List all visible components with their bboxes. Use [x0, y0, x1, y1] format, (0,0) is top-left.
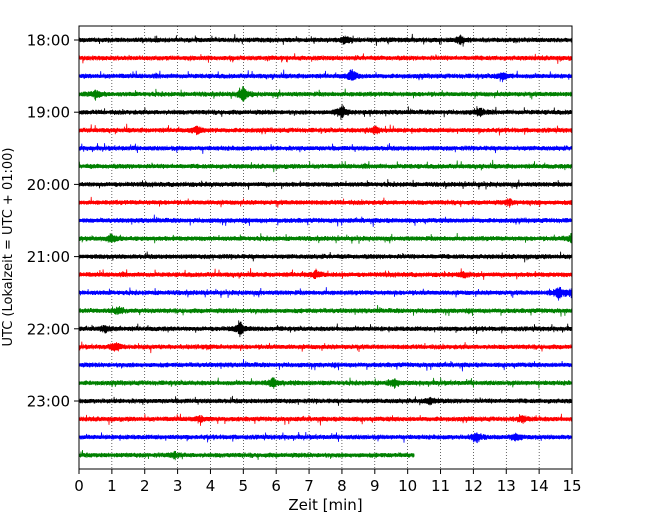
y-axis: 18:00 19:00 20:00 21:00 22:00 23:00 — [27, 32, 79, 411]
x-tick-label: 4 — [206, 477, 216, 495]
y-tick-label: 23:00 — [27, 393, 70, 411]
y-tick-label: 18:00 — [27, 32, 70, 50]
x-axis: 0 1 2 3 4 5 6 7 8 9 10 11 12 13 14 15 — [74, 469, 582, 495]
x-tick-label: 5 — [239, 477, 249, 495]
x-axis-label: Zeit [min] — [288, 496, 362, 514]
y-tick-label: 21:00 — [27, 248, 70, 266]
y-tick-label: 20:00 — [27, 176, 70, 194]
grid-layer — [111, 26, 540, 469]
x-tick-label: 7 — [304, 477, 314, 495]
x-tick-label: 9 — [370, 477, 380, 495]
x-tick-label: 15 — [562, 477, 581, 495]
x-tick-label: 12 — [464, 477, 483, 495]
x-tick-label: 2 — [140, 477, 150, 495]
x-tick-label: 6 — [271, 477, 281, 495]
x-tick-label: 8 — [337, 477, 347, 495]
x-tick-label: 0 — [74, 477, 84, 495]
y-tick-label: 22:00 — [27, 320, 70, 338]
x-tick-label: 11 — [431, 477, 450, 495]
x-tick-label: 13 — [497, 477, 516, 495]
x-tick-label: 14 — [530, 477, 549, 495]
y-tick-label: 19:00 — [27, 104, 70, 122]
x-tick-label: 10 — [398, 477, 417, 495]
y-axis-label: UTC (Lokalzeit = UTC + 01:00) — [1, 148, 16, 347]
plot-frame — [78, 25, 573, 470]
x-tick-label: 1 — [107, 477, 117, 495]
traces-layer — [78, 33, 572, 461]
x-tick-label: 3 — [173, 477, 183, 495]
